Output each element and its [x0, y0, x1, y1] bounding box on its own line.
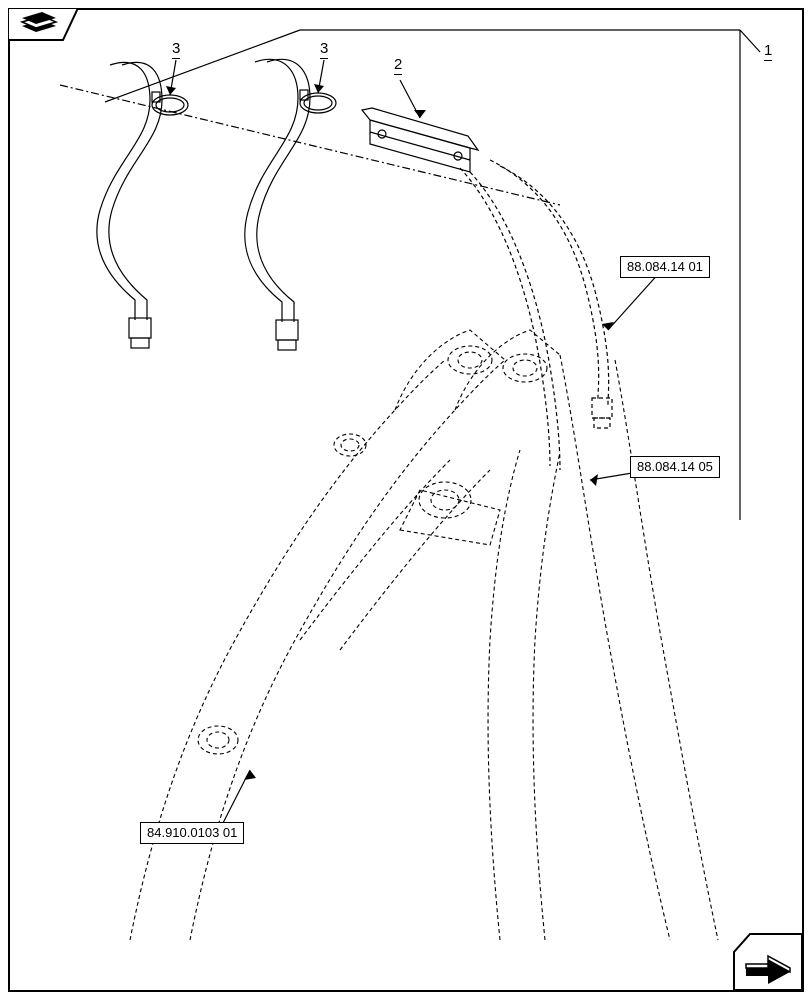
ref-1: 1 — [762, 42, 774, 61]
callout-hose-mid: 88.084.14 05 — [630, 456, 720, 478]
ref-3-left: 3 — [170, 40, 182, 59]
callout-arm-text: 84.910.0103 01 — [147, 825, 237, 840]
assembly-badge-icon — [8, 8, 78, 40]
ref-2: 2 — [392, 56, 404, 75]
callout-hose-right: 88.084.14 01 — [620, 256, 710, 278]
ref-3-right: 3 — [318, 40, 330, 59]
callout-hose-right-text: 88.084.14 01 — [627, 259, 703, 274]
ref-1-text: 1 — [764, 42, 772, 59]
diagram-frame — [8, 8, 804, 992]
ref-3-right-text: 3 — [320, 40, 328, 57]
ref-2-text: 2 — [394, 56, 402, 73]
callout-arm: 84.910.0103 01 — [140, 822, 244, 844]
next-page-icon[interactable] — [732, 932, 804, 992]
ref-3-left-text: 3 — [172, 40, 180, 57]
callout-hose-mid-text: 88.084.14 05 — [637, 459, 713, 474]
